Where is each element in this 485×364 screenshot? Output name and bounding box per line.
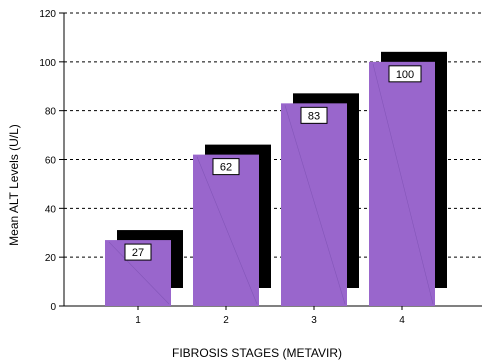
x-tick-label-3: 3	[311, 315, 317, 326]
x-tick-label-4: 4	[399, 315, 405, 326]
y-tick-label-60: 60	[45, 156, 57, 167]
bar-4	[369, 62, 435, 306]
y-axis-title: Mean ALT Levels (U/L)	[7, 124, 21, 246]
x-tick-label-1: 1	[135, 315, 141, 326]
x-axis-title: FIBROSIS STAGES (METAVIR)	[172, 346, 342, 360]
x-tick-label-2: 2	[223, 315, 229, 326]
bars	[105, 52, 447, 306]
y-tick-label-40: 40	[45, 204, 57, 215]
y-tick-label-0: 0	[50, 302, 56, 313]
bar-2	[193, 155, 259, 306]
y-tick-label-100: 100	[39, 58, 56, 69]
data-label-2: 62	[220, 162, 232, 174]
bar-3	[281, 103, 347, 306]
y-tick-label-80: 80	[45, 107, 57, 118]
y-tick-label-20: 20	[45, 253, 57, 264]
y-tick-label-120: 120	[39, 9, 56, 20]
data-label-3: 83	[308, 110, 320, 122]
data-label-4: 100	[396, 69, 414, 81]
data-label-1: 27	[132, 247, 144, 259]
